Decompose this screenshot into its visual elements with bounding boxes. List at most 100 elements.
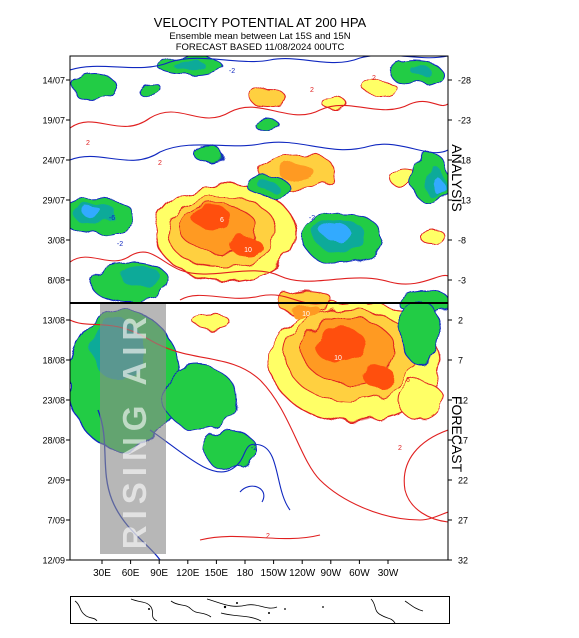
contour-label-15: 2: [158, 160, 162, 167]
y-tick-label-left: 23/08: [42, 396, 65, 406]
y-tick-label-left: 13/08: [42, 316, 65, 326]
y-tick-label-right: 12: [458, 396, 468, 406]
contour-pos-5: [403, 429, 448, 523]
pos-core-4: [362, 366, 394, 386]
neg-region-5c: [433, 178, 443, 194]
neg-small-3: [193, 145, 223, 163]
neg-region-13: [203, 429, 257, 471]
x-tick-label: 90E: [150, 568, 168, 579]
y-tick-label-left: 12/09: [42, 556, 65, 566]
forecast-base-line: FORECAST BASED 11/08/2024 00UTC: [175, 42, 345, 53]
contour-label-7: 10: [244, 247, 252, 254]
y-tick-label-right: -13: [458, 196, 471, 206]
neg-region-1: [72, 73, 118, 103]
x-tick-label: 60W: [349, 568, 370, 579]
map-coast-australia: [220, 612, 262, 622]
x-tick-label: 30E: [93, 568, 111, 579]
y-tick-label-left: 2/09: [47, 476, 65, 486]
pos-core-1: [192, 207, 232, 229]
y-tick-label-right: 7: [458, 356, 463, 366]
contour-pos-6: [199, 534, 321, 541]
contour-neg-4: [149, 429, 291, 511]
x-tick-label: 150W: [261, 568, 288, 579]
contour-label-16: -2: [117, 241, 123, 248]
map-coast-sea: [170, 600, 212, 618]
map-island-6: [322, 606, 324, 608]
y-tick-label-right: 32: [458, 556, 468, 566]
world-map-outline: [74, 598, 424, 623]
contour-label-6: 6: [220, 217, 224, 224]
pos-small-3: [363, 79, 397, 97]
contour-label-12: 2: [398, 445, 402, 452]
x-tick-label: 60E: [122, 568, 140, 579]
rising-air-watermark: RISING AIR: [100, 304, 166, 554]
y-tick-label-left: 18/08: [42, 356, 65, 366]
contour-label-1: -2: [229, 68, 235, 75]
positive-anomaly-forecast: [193, 289, 443, 423]
contour-neg-1: [70, 56, 448, 71]
map-coast-india: [130, 598, 158, 622]
neg-region-10: [399, 299, 441, 365]
neg-region-8b: [120, 266, 160, 286]
pos-region-2b: [278, 164, 314, 180]
y-tick-label-right: 27: [458, 516, 468, 526]
neg-region-12: [163, 365, 237, 431]
positive-anomaly-analysis: [154, 79, 445, 281]
contour-label-5: -6: [109, 215, 115, 222]
contour-label-9: 10: [334, 355, 342, 362]
chart-subtitle: Ensemble mean between Lat 15S and 15N: [169, 31, 351, 42]
map-island-5: [284, 608, 286, 610]
neg-small-2: [253, 117, 279, 131]
map-coast-brazil: [404, 600, 424, 612]
y-tick-label-left: 3/08: [47, 236, 65, 246]
neg-region-2b: [174, 61, 206, 71]
y-tick-label-right: -18: [458, 156, 471, 166]
y-tick-label-right: -28: [458, 76, 471, 86]
map-coast-africa: [74, 600, 98, 622]
pos-small-1: [249, 88, 287, 108]
map-coast-indonesia: [206, 598, 278, 609]
x-tick-label: 150E: [205, 568, 229, 579]
y-tick-label-right: -8: [458, 236, 466, 246]
world-map-strip: [70, 596, 450, 624]
y-tick-label-left: 14/07: [42, 76, 65, 86]
contour-label-11: -2: [251, 445, 257, 452]
contour-label-13: 2: [266, 533, 270, 540]
contour-neg-2: [70, 141, 448, 161]
axes: 30E 60E 90E 120E 150E 180 150W 120W 90W 60W 30W 14/…: [42, 76, 471, 580]
pos-region-4b: [290, 305, 322, 319]
map-island-4: [268, 612, 270, 614]
y-tick-label-right: 22: [458, 476, 468, 486]
plot-field: -2 2 2 -2 -6 6 10 10 10 6 -2 2 2 2 2 -2 …: [70, 56, 448, 560]
contour-label-10: 6: [406, 377, 410, 384]
contour-label-8: 10: [302, 311, 310, 318]
contour-neg-5: [239, 485, 265, 503]
contour-label-2: 2: [310, 87, 314, 94]
contour-label-14: 2: [86, 140, 90, 147]
x-tick-label: 90W: [321, 568, 342, 579]
y-tick-label-right: -3: [458, 276, 466, 286]
x-tick-label: 120W: [289, 568, 316, 579]
watermark-band: [100, 304, 166, 554]
contour-label-4: -2: [309, 215, 315, 222]
map-island-1: [148, 608, 150, 610]
contour-pos-1: [70, 100, 448, 129]
pos-core-3: [314, 327, 366, 363]
neg-small-1: [137, 82, 163, 98]
neg-region-3b: [410, 65, 430, 75]
neg-region-7c: [322, 223, 350, 241]
y-tick-label-right: 2: [458, 316, 463, 326]
pos-core-2: [230, 237, 262, 255]
chart-title: VELOCITY POTENTIAL AT 200 HPA: [153, 15, 367, 30]
map-island-3: [236, 602, 238, 604]
y-tick-label-left: 19/07: [42, 116, 65, 126]
y-tick-label-left: 8/08: [47, 276, 65, 286]
x-tick-label: 180: [237, 568, 254, 579]
neg-region-4b: [259, 181, 277, 191]
contour-label-3: 2: [372, 75, 376, 82]
y-tick-label-right: -23: [458, 116, 471, 126]
pos-small-5: [419, 227, 445, 245]
y-tick-label-left: 7/09: [47, 516, 65, 526]
contour-pos-2: [70, 251, 448, 285]
